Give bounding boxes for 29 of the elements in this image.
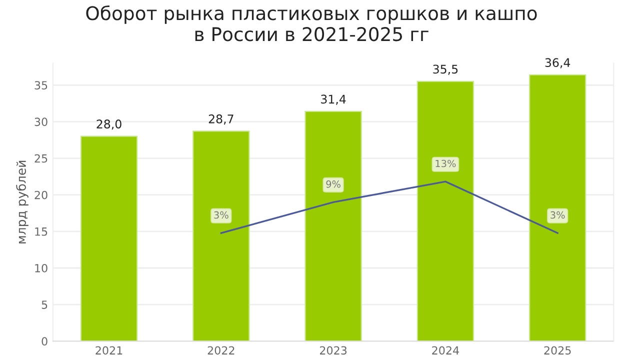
data-label: 9% (326, 180, 340, 188)
data-label: 36,4 (545, 58, 570, 68)
bar (304, 110, 362, 342)
data-label: 31,4 (321, 94, 346, 105)
bar (528, 74, 586, 342)
chart-title: Оборот рынка пластиковых горшков и кашпо в России в 2021-2025 гг (86, 5, 537, 42)
data-label: 35,5 (433, 64, 458, 75)
x-tick-label: 2022 (208, 346, 234, 355)
y-tick-label: 10 (35, 264, 48, 272)
data-label: 3% (214, 211, 228, 219)
y-tick-label: 35 (34, 81, 48, 90)
bar (416, 80, 474, 342)
data-label: 3% (550, 211, 565, 219)
bar (192, 130, 250, 342)
y-axis-title: млрд рублей (16, 160, 28, 244)
y-tick-label: 5 (42, 300, 48, 309)
x-tick-label: 2025 (544, 346, 571, 355)
data-label: 13% (436, 160, 456, 168)
data-label: 28,0 (96, 120, 122, 130)
x-tick-label: 2021 (96, 346, 122, 355)
x-tick-label: 2023 (320, 346, 347, 355)
data-label: 28,7 (208, 114, 234, 125)
y-tick-label: 20 (34, 190, 48, 200)
y-tick-label: 15 (35, 228, 48, 236)
y-tick-label: 0 (42, 337, 48, 346)
y-tick-label: 25 (34, 154, 48, 163)
x-tick-label: 2024 (432, 346, 459, 355)
bar (80, 136, 138, 342)
y-tick-label: 30 (34, 118, 48, 126)
